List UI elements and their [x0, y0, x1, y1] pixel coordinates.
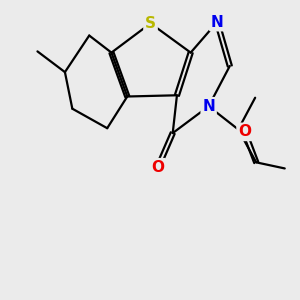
Text: N: N [211, 15, 224, 30]
Text: O: O [152, 160, 164, 175]
Text: S: S [145, 16, 156, 31]
Text: N: N [202, 99, 215, 114]
Text: O: O [238, 124, 251, 140]
